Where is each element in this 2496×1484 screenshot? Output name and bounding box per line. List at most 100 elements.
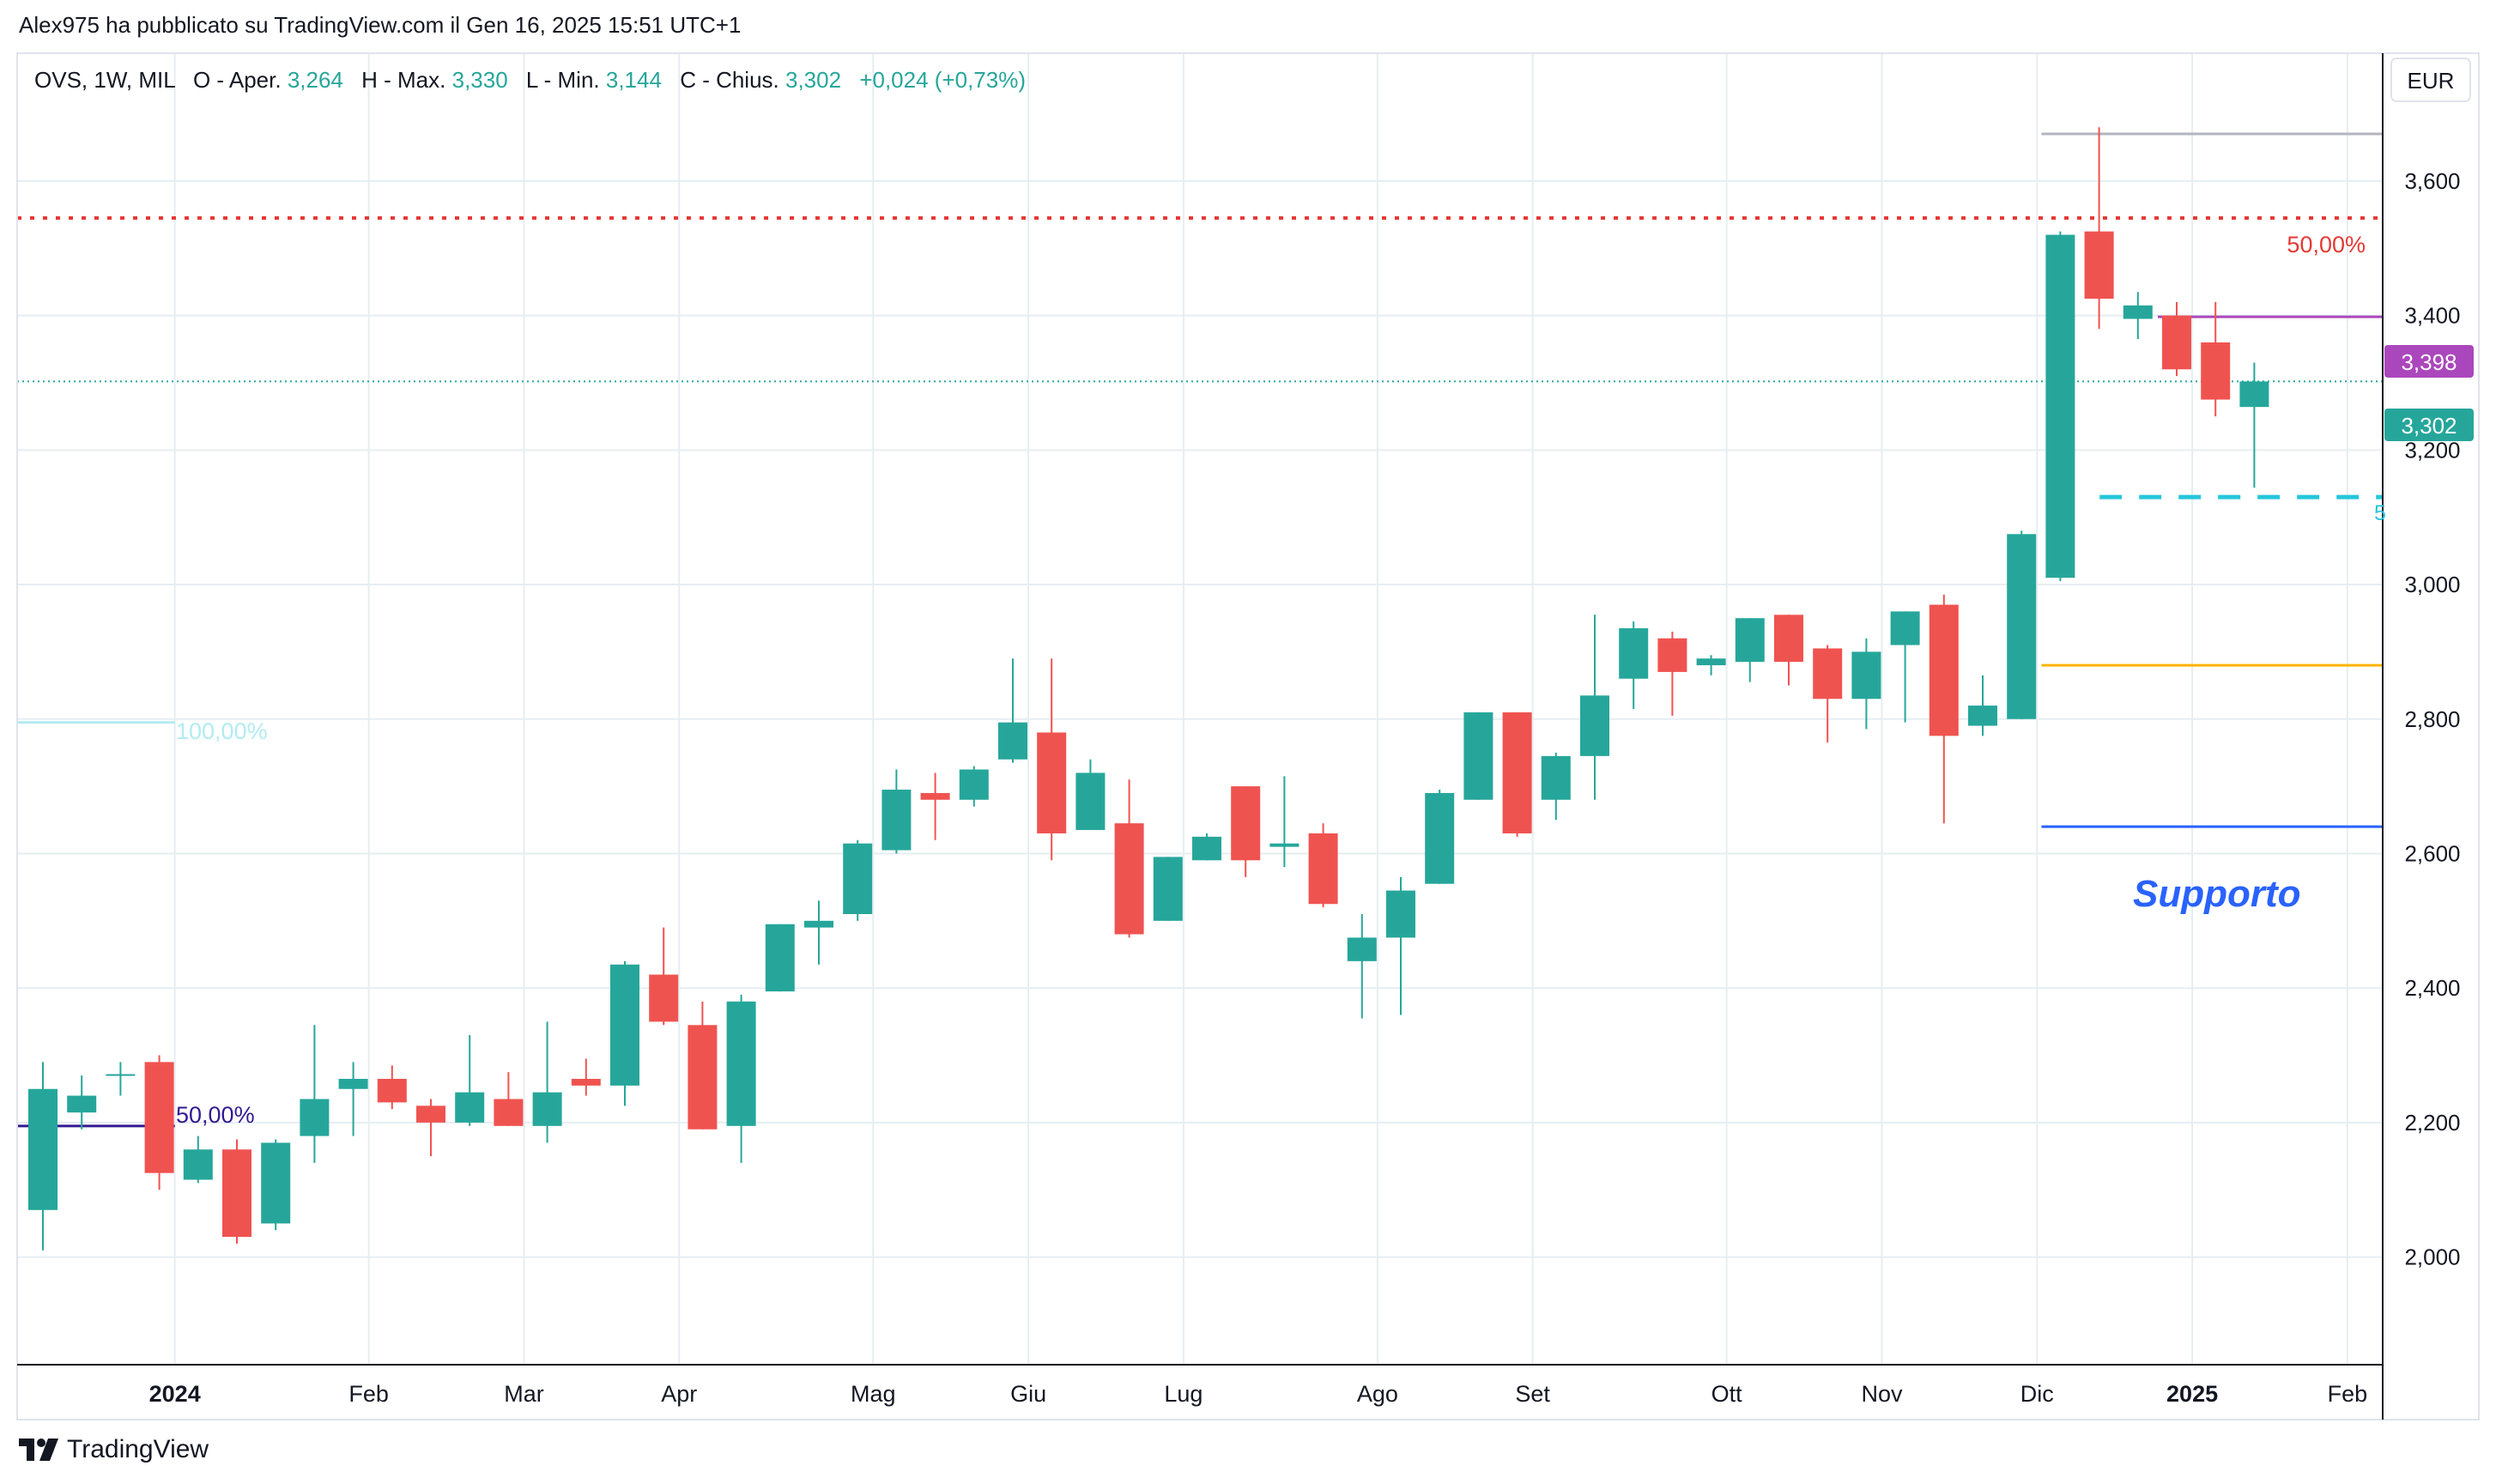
time-axis-labels: 2024 Feb Mar Apr Mag Giu Lug Ago Set Ott Nov Dic 202… bbox=[149, 1381, 2368, 1407]
candle-down bbox=[377, 1065, 407, 1110]
candle-up bbox=[1968, 675, 1997, 736]
candle-body bbox=[1968, 706, 1997, 726]
price-axis-labels: 2,000 2,200 2,400 2,600 2,800 3,000 3,200 3,400… bbox=[2404, 168, 2460, 1270]
candle-down bbox=[222, 1139, 251, 1244]
candle-body bbox=[455, 1092, 485, 1123]
tradingview-logo-text: TradingView bbox=[67, 1435, 209, 1463]
legend-low-value: 3,144 bbox=[606, 67, 662, 93]
candle-body bbox=[610, 964, 639, 1086]
candle-body bbox=[804, 920, 833, 928]
tradingview-logo[interactable]: TradingView bbox=[19, 1435, 209, 1464]
time-tick-label: Ott bbox=[1711, 1381, 1743, 1407]
candle-body bbox=[1153, 857, 1183, 921]
candle-body bbox=[1192, 836, 1221, 861]
candle-up bbox=[1269, 776, 1299, 868]
candle-up bbox=[300, 1025, 330, 1163]
candle-up bbox=[338, 1062, 368, 1136]
resistance-price-tag bbox=[2384, 345, 2474, 378]
candle-body bbox=[1114, 823, 1144, 935]
candle-up bbox=[67, 1075, 97, 1130]
candle-up bbox=[881, 769, 912, 854]
candle-up bbox=[455, 1035, 485, 1126]
time-tick-label: Feb bbox=[348, 1381, 389, 1407]
candle-down bbox=[416, 1099, 445, 1157]
candle-body bbox=[222, 1149, 251, 1238]
candle-body bbox=[2045, 234, 2075, 578]
candle-body bbox=[416, 1105, 445, 1123]
candle-body bbox=[106, 1074, 136, 1076]
price-tick-label: 2,200 bbox=[2404, 1110, 2460, 1136]
candle-body bbox=[261, 1142, 291, 1224]
candle-body bbox=[571, 1078, 601, 1086]
candle-body bbox=[300, 1099, 330, 1136]
candle-up bbox=[726, 995, 756, 1163]
currency-label: EUR bbox=[2408, 68, 2455, 94]
candle-body bbox=[28, 1088, 58, 1210]
candle-body bbox=[2201, 342, 2231, 400]
candle-body bbox=[1386, 890, 1415, 938]
candle-body bbox=[1813, 648, 1843, 700]
candle-up bbox=[610, 960, 639, 1106]
resistance-price-text: 3,398 bbox=[2401, 349, 2457, 375]
support-label: Supporto bbox=[2133, 873, 2301, 915]
legend-close-label: C - Chius. bbox=[680, 67, 779, 93]
candle-body bbox=[338, 1078, 368, 1089]
candle-up bbox=[2123, 292, 2153, 340]
candle-body bbox=[1774, 615, 1803, 663]
candle-up bbox=[843, 839, 873, 921]
candle-body bbox=[1657, 638, 1687, 672]
chart-frame bbox=[16, 52, 2480, 1420]
candle-up bbox=[959, 766, 989, 807]
candle-up bbox=[2239, 362, 2269, 488]
candle-down bbox=[494, 1072, 524, 1126]
candle-body bbox=[2084, 231, 2114, 300]
candle-body bbox=[920, 792, 950, 800]
price-tick-label: 2,400 bbox=[2404, 975, 2460, 1001]
price-tick-label: 3,400 bbox=[2404, 303, 2460, 329]
candle-down bbox=[571, 1058, 601, 1096]
candle-body bbox=[1890, 611, 1920, 645]
candle-body bbox=[1347, 937, 1377, 961]
candle-body bbox=[1463, 712, 1493, 800]
candle-body bbox=[494, 1099, 524, 1126]
candle-down bbox=[1308, 823, 1338, 908]
candle-up bbox=[532, 1021, 562, 1143]
candle-down bbox=[1037, 658, 1067, 861]
candle-up bbox=[1347, 913, 1377, 1019]
candle-down bbox=[144, 1055, 174, 1190]
candle-up bbox=[1153, 857, 1183, 921]
candle-body bbox=[765, 924, 795, 992]
candle-up bbox=[28, 1062, 58, 1251]
legend-symbol: OVS, 1W, MIL bbox=[34, 67, 175, 93]
time-tick-label: Mag bbox=[851, 1381, 896, 1407]
price-tick-label: 3,000 bbox=[2404, 572, 2460, 597]
legend-low-label: L - Min. bbox=[526, 67, 600, 93]
candle-up bbox=[1619, 621, 1649, 709]
candle-up bbox=[998, 658, 1027, 763]
candle-up bbox=[765, 924, 795, 992]
candle-down bbox=[649, 927, 679, 1026]
ohlc-legend: OVS, 1W, MIL O - Aper. 3,264 H - Max. 3,… bbox=[34, 67, 1026, 93]
legend-open-value: 3,264 bbox=[288, 67, 343, 93]
candle-down bbox=[2201, 301, 2231, 417]
svg-text:OVS, 1W, MIL O - Aper.: OVS, 1W, MIL O - Aper. 3,264 H - Max. 3,… bbox=[34, 67, 1026, 93]
candle-body bbox=[1075, 772, 1106, 831]
candle-body bbox=[1037, 732, 1067, 833]
price-tick-label: 2,600 bbox=[2404, 840, 2460, 866]
candle-body bbox=[1308, 833, 1338, 905]
axes bbox=[16, 52, 2480, 1420]
last-price-text: 3,302 bbox=[2401, 413, 2457, 439]
candle-up bbox=[1851, 638, 1881, 730]
time-tick-label: Feb bbox=[2328, 1381, 2368, 1407]
legend-open-label: O - Aper. bbox=[193, 67, 282, 93]
currency-button[interactable]: EUR bbox=[2390, 58, 2471, 102]
candle-down bbox=[1657, 631, 1687, 716]
candle-up bbox=[261, 1139, 291, 1231]
price-tick-label: 3,200 bbox=[2404, 437, 2460, 463]
candle-up bbox=[1425, 790, 1455, 884]
last-price-tag bbox=[2384, 409, 2474, 441]
fib-50-left-label: 50,00% bbox=[176, 1102, 255, 1128]
candle-up bbox=[1735, 618, 1765, 682]
candle-body bbox=[1580, 695, 1609, 756]
